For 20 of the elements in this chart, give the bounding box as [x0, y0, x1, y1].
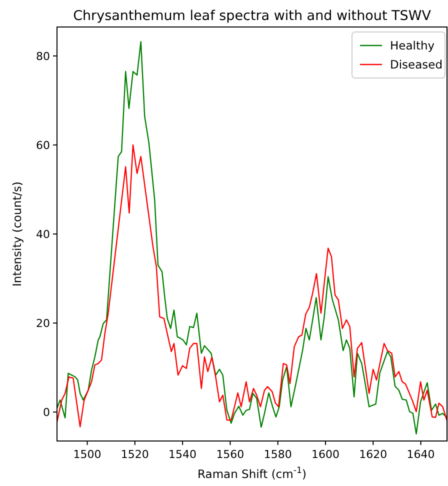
legend-label: Healthy [390, 38, 435, 52]
x-tick-label: 1520 [120, 448, 149, 461]
x-tick-label: 1600 [311, 448, 340, 461]
x-tick-label: 1580 [264, 448, 292, 461]
x-axis-title: Raman Shift (cm$^{-1}$) [198, 466, 306, 481]
y-tick-label: 40 [36, 228, 50, 241]
y-tick-label: 80 [36, 50, 50, 63]
y-tick-label: 60 [36, 138, 50, 152]
x-tick-label: 1560 [216, 448, 244, 461]
x-tick-label: 1620 [359, 448, 388, 461]
line-series [57, 144, 447, 428]
y-tick-label: 0 [43, 406, 50, 420]
legend-label: Diseased [390, 58, 443, 72]
x-tick-label: 1500 [73, 448, 102, 461]
y-axis-title: Intensity (count/s) [10, 182, 24, 286]
y-tick-label: 20 [36, 317, 50, 330]
chart-title: Chrysanthemum leaf spectra with and without TSWV [73, 8, 432, 24]
x-tick-label: 1640 [406, 448, 435, 461]
x-tick-label: 1540 [168, 448, 197, 461]
line-series [57, 41, 447, 434]
